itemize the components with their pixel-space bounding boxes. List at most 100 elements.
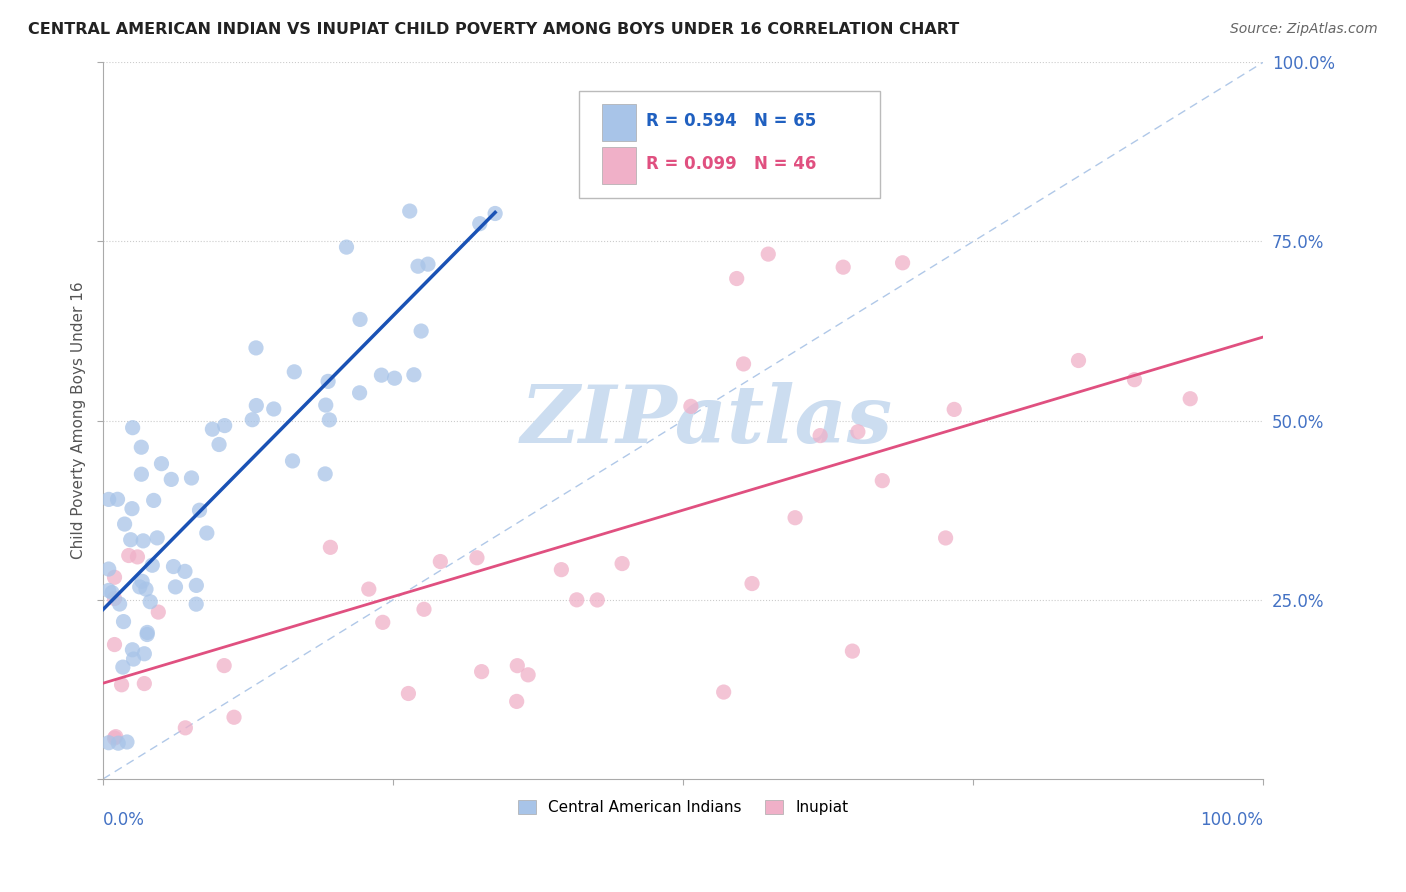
Point bbox=[281, 454, 304, 468]
Point bbox=[505, 694, 527, 708]
Point bbox=[725, 271, 748, 285]
Point bbox=[517, 668, 540, 682]
Point bbox=[263, 402, 285, 417]
Point bbox=[142, 493, 165, 508]
Point bbox=[214, 418, 236, 433]
Point bbox=[1180, 392, 1202, 406]
Point bbox=[103, 591, 125, 606]
Point bbox=[245, 341, 267, 355]
Point bbox=[136, 625, 159, 640]
Point bbox=[134, 647, 156, 661]
Point bbox=[195, 526, 218, 541]
Point bbox=[384, 371, 406, 385]
Point bbox=[165, 580, 187, 594]
Point bbox=[872, 474, 894, 488]
Point bbox=[935, 531, 957, 545]
Point bbox=[180, 471, 202, 485]
Text: CENTRAL AMERICAN INDIAN VS INUPIAT CHILD POVERTY AMONG BOYS UNDER 16 CORRELATION: CENTRAL AMERICAN INDIAN VS INUPIAT CHILD… bbox=[28, 22, 959, 37]
Point bbox=[122, 652, 145, 666]
Point bbox=[741, 576, 763, 591]
Point bbox=[713, 685, 735, 699]
Point bbox=[610, 557, 633, 571]
Point bbox=[413, 602, 436, 616]
Point bbox=[141, 558, 163, 573]
Point bbox=[121, 501, 143, 516]
Point bbox=[208, 437, 231, 451]
Point bbox=[1123, 373, 1146, 387]
Point bbox=[110, 678, 132, 692]
Point bbox=[1067, 353, 1090, 368]
Point bbox=[97, 736, 120, 750]
Point bbox=[212, 658, 235, 673]
Point bbox=[121, 642, 143, 657]
Point bbox=[283, 365, 305, 379]
Point bbox=[586, 593, 609, 607]
Point bbox=[846, 425, 869, 439]
Point bbox=[357, 582, 380, 596]
Point bbox=[679, 400, 702, 414]
Point bbox=[148, 605, 170, 619]
Point bbox=[222, 710, 245, 724]
Text: Source: ZipAtlas.com: Source: ZipAtlas.com bbox=[1230, 22, 1378, 37]
Point bbox=[150, 457, 173, 471]
Point bbox=[841, 644, 863, 658]
Point bbox=[135, 582, 157, 597]
Point bbox=[111, 660, 134, 674]
Point bbox=[891, 256, 914, 270]
Point bbox=[314, 467, 336, 481]
Point bbox=[349, 385, 371, 400]
Point bbox=[132, 533, 155, 548]
Point bbox=[398, 204, 420, 219]
Point bbox=[550, 563, 572, 577]
Point bbox=[832, 260, 855, 275]
Point bbox=[465, 550, 488, 565]
FancyBboxPatch shape bbox=[602, 103, 636, 141]
Point bbox=[174, 565, 197, 579]
Point bbox=[101, 585, 124, 599]
Point bbox=[245, 399, 267, 413]
Y-axis label: Child Poverty Among Boys Under 16: Child Poverty Among Boys Under 16 bbox=[72, 282, 86, 559]
Point bbox=[103, 638, 125, 652]
FancyBboxPatch shape bbox=[579, 91, 880, 198]
Point bbox=[416, 257, 439, 271]
Point bbox=[160, 472, 183, 486]
Point bbox=[97, 492, 120, 507]
Point bbox=[146, 531, 169, 545]
Point bbox=[506, 658, 529, 673]
Point bbox=[349, 312, 371, 326]
Point bbox=[186, 578, 208, 592]
Point bbox=[315, 398, 337, 412]
Point bbox=[115, 735, 138, 749]
Point bbox=[240, 413, 263, 427]
Point bbox=[188, 503, 211, 517]
Point bbox=[162, 559, 184, 574]
Point bbox=[335, 240, 357, 254]
Point bbox=[411, 324, 433, 338]
Point bbox=[565, 592, 588, 607]
Point bbox=[756, 247, 779, 261]
Point bbox=[406, 259, 429, 273]
Point bbox=[319, 541, 342, 555]
Point bbox=[484, 206, 506, 220]
Point bbox=[402, 368, 425, 382]
Point bbox=[396, 686, 419, 700]
Point bbox=[131, 574, 153, 589]
Point bbox=[174, 721, 197, 735]
Text: R = 0.099   N = 46: R = 0.099 N = 46 bbox=[645, 155, 817, 173]
Point bbox=[103, 570, 125, 584]
Point bbox=[107, 492, 129, 507]
Point bbox=[186, 597, 208, 611]
Point bbox=[97, 583, 120, 598]
Point bbox=[134, 676, 156, 690]
Point bbox=[128, 580, 150, 594]
Point bbox=[104, 730, 127, 744]
Point bbox=[318, 413, 340, 427]
Point bbox=[139, 595, 162, 609]
Point bbox=[120, 533, 142, 547]
Point bbox=[131, 467, 153, 482]
Point bbox=[97, 562, 120, 576]
Point bbox=[118, 549, 141, 563]
FancyBboxPatch shape bbox=[602, 146, 636, 184]
Point bbox=[131, 440, 153, 454]
Point bbox=[136, 627, 159, 641]
